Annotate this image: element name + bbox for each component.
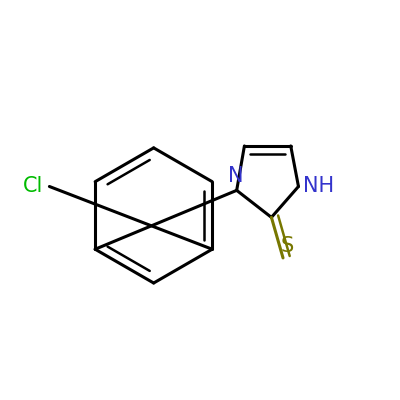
Text: Cl: Cl (23, 176, 44, 196)
Text: S: S (280, 236, 294, 256)
Text: N: N (228, 166, 244, 186)
Text: NH: NH (303, 176, 334, 196)
